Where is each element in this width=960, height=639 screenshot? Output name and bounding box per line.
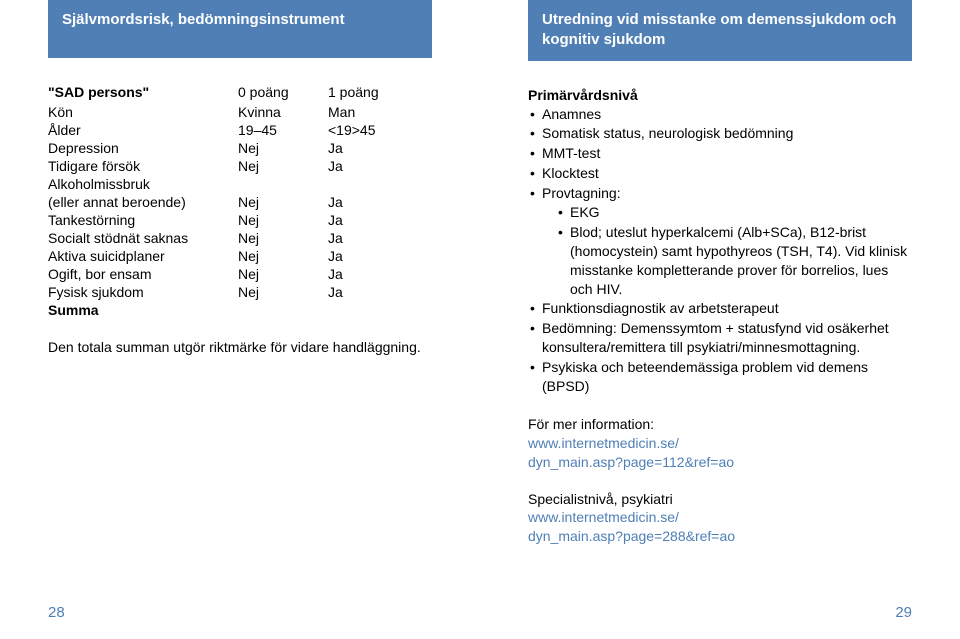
list-item: EKG [556, 203, 912, 222]
table-cell: Nej [238, 194, 328, 210]
left-header: Självmordsrisk, bedömningsinstrument [48, 0, 432, 58]
col-header-0: 0 poäng [238, 84, 328, 102]
left-header-text: Självmordsrisk, bedömningsinstrument [62, 10, 345, 30]
table-cell: Tidigare försök [48, 158, 238, 174]
table-cell: Ja [328, 212, 418, 228]
table-cell: Socialt stödnät saknas [48, 230, 238, 246]
list-item: Somatisk status, neurologisk bedömning [528, 124, 912, 143]
info2-label: Specialistnivå, psykiatri [528, 490, 912, 509]
sad-table: "SAD persons" 0 poäng 1 poäng Kön Kvinna… [48, 84, 432, 318]
table-cell [238, 176, 328, 192]
info2-link2[interactable]: dyn_main.asp?page=288&ref=ao [528, 527, 912, 546]
sad-note: Den totala summan utgör riktmärke för vi… [48, 338, 432, 357]
table-cell: Fysisk sjukdom [48, 284, 238, 300]
table-cell: Ja [328, 248, 418, 264]
primary-care-title: Primärvårdsnivå [528, 87, 912, 103]
table-cell: Ja [328, 140, 418, 156]
table-cell: <19>45 [328, 122, 418, 138]
table-cell: Kvinna [238, 104, 328, 120]
table-cell: Ja [328, 230, 418, 246]
table-cell: Nej [238, 284, 328, 300]
info-block-1: För mer information: www.internetmedicin… [528, 415, 912, 472]
table-cell [328, 302, 418, 318]
right-page: Utredning vid misstanke om demenssjukdom… [480, 0, 960, 639]
col-header-1: 1 poäng [328, 84, 418, 102]
info2-link1[interactable]: www.internetmedicin.se/ [528, 508, 912, 527]
table-cell: Ja [328, 158, 418, 174]
primary-care-bullets: Anamnes Somatisk status, neurologisk bed… [528, 105, 912, 396]
table-cell: 19–45 [238, 122, 328, 138]
table-cell: Aktiva suicidplaner [48, 248, 238, 264]
table-cell: Nej [238, 266, 328, 282]
table-cell [238, 302, 328, 318]
table-cell: Ogift, bor ensam [48, 266, 238, 282]
list-item: Klocktest [528, 164, 912, 183]
list-item-provtagning: Provtagning: EKG Blod; uteslut hyperkalc… [528, 184, 912, 298]
table-cell: Nej [238, 212, 328, 228]
page-number-right: 29 [895, 604, 912, 621]
table-cell: (eller annat beroende) [48, 194, 238, 210]
provtagning-sublist: EKG Blod; uteslut hyperkalcemi (Alb+SCa)… [542, 203, 912, 298]
table-cell [328, 176, 418, 192]
table-cell: Alkoholmissbruk [48, 176, 238, 192]
right-header-text: Utredning vid misstanke om demenssjukdom… [542, 10, 898, 51]
table-cell: Tankestörning [48, 212, 238, 228]
page-spread: Självmordsrisk, bedömningsinstrument "SA… [0, 0, 960, 639]
table-cell: Kön [48, 104, 238, 120]
info1-link2[interactable]: dyn_main.asp?page=112&ref=ao [528, 453, 912, 472]
left-page: Självmordsrisk, bedömningsinstrument "SA… [0, 0, 480, 639]
table-cell: Nej [238, 158, 328, 174]
info1-label: För mer information: [528, 415, 912, 434]
list-item: Bedömning: Demenssymtom + statusfynd vid… [528, 319, 912, 357]
list-item: Anamnes [528, 105, 912, 124]
table-cell: Ja [328, 266, 418, 282]
right-header: Utredning vid misstanke om demenssjukdom… [528, 0, 912, 61]
table-cell: Depression [48, 140, 238, 156]
table-cell: Ja [328, 284, 418, 300]
sad-subtitle: "SAD persons" [48, 84, 238, 100]
table-cell: Nej [238, 230, 328, 246]
table-cell: Ålder [48, 122, 238, 138]
list-item: Funktionsdiagnostik av arbetsterapeut [528, 299, 912, 318]
table-cell: Nej [238, 248, 328, 264]
info-block-2: Specialistnivå, psykiatri www.internetme… [528, 490, 912, 547]
provtagning-label: Provtagning: [542, 185, 621, 201]
sad-persons-block: "SAD persons" 0 poäng 1 poäng Kön Kvinna… [48, 84, 432, 357]
list-item: MMT-test [528, 144, 912, 163]
list-item: Blod; uteslut hyperkalcemi (Alb+SCa), B1… [556, 223, 912, 299]
table-cell: Ja [328, 194, 418, 210]
info1-link1[interactable]: www.internetmedicin.se/ [528, 434, 912, 453]
table-cell-summa: Summa [48, 302, 238, 318]
table-cell: Nej [238, 140, 328, 156]
table-cell: Man [328, 104, 418, 120]
list-item: Psykiska och beteendemässiga problem vid… [528, 358, 912, 396]
page-number-left: 28 [48, 604, 65, 621]
primary-care-block: Primärvårdsnivå Anamnes Somatisk status,… [528, 87, 912, 397]
